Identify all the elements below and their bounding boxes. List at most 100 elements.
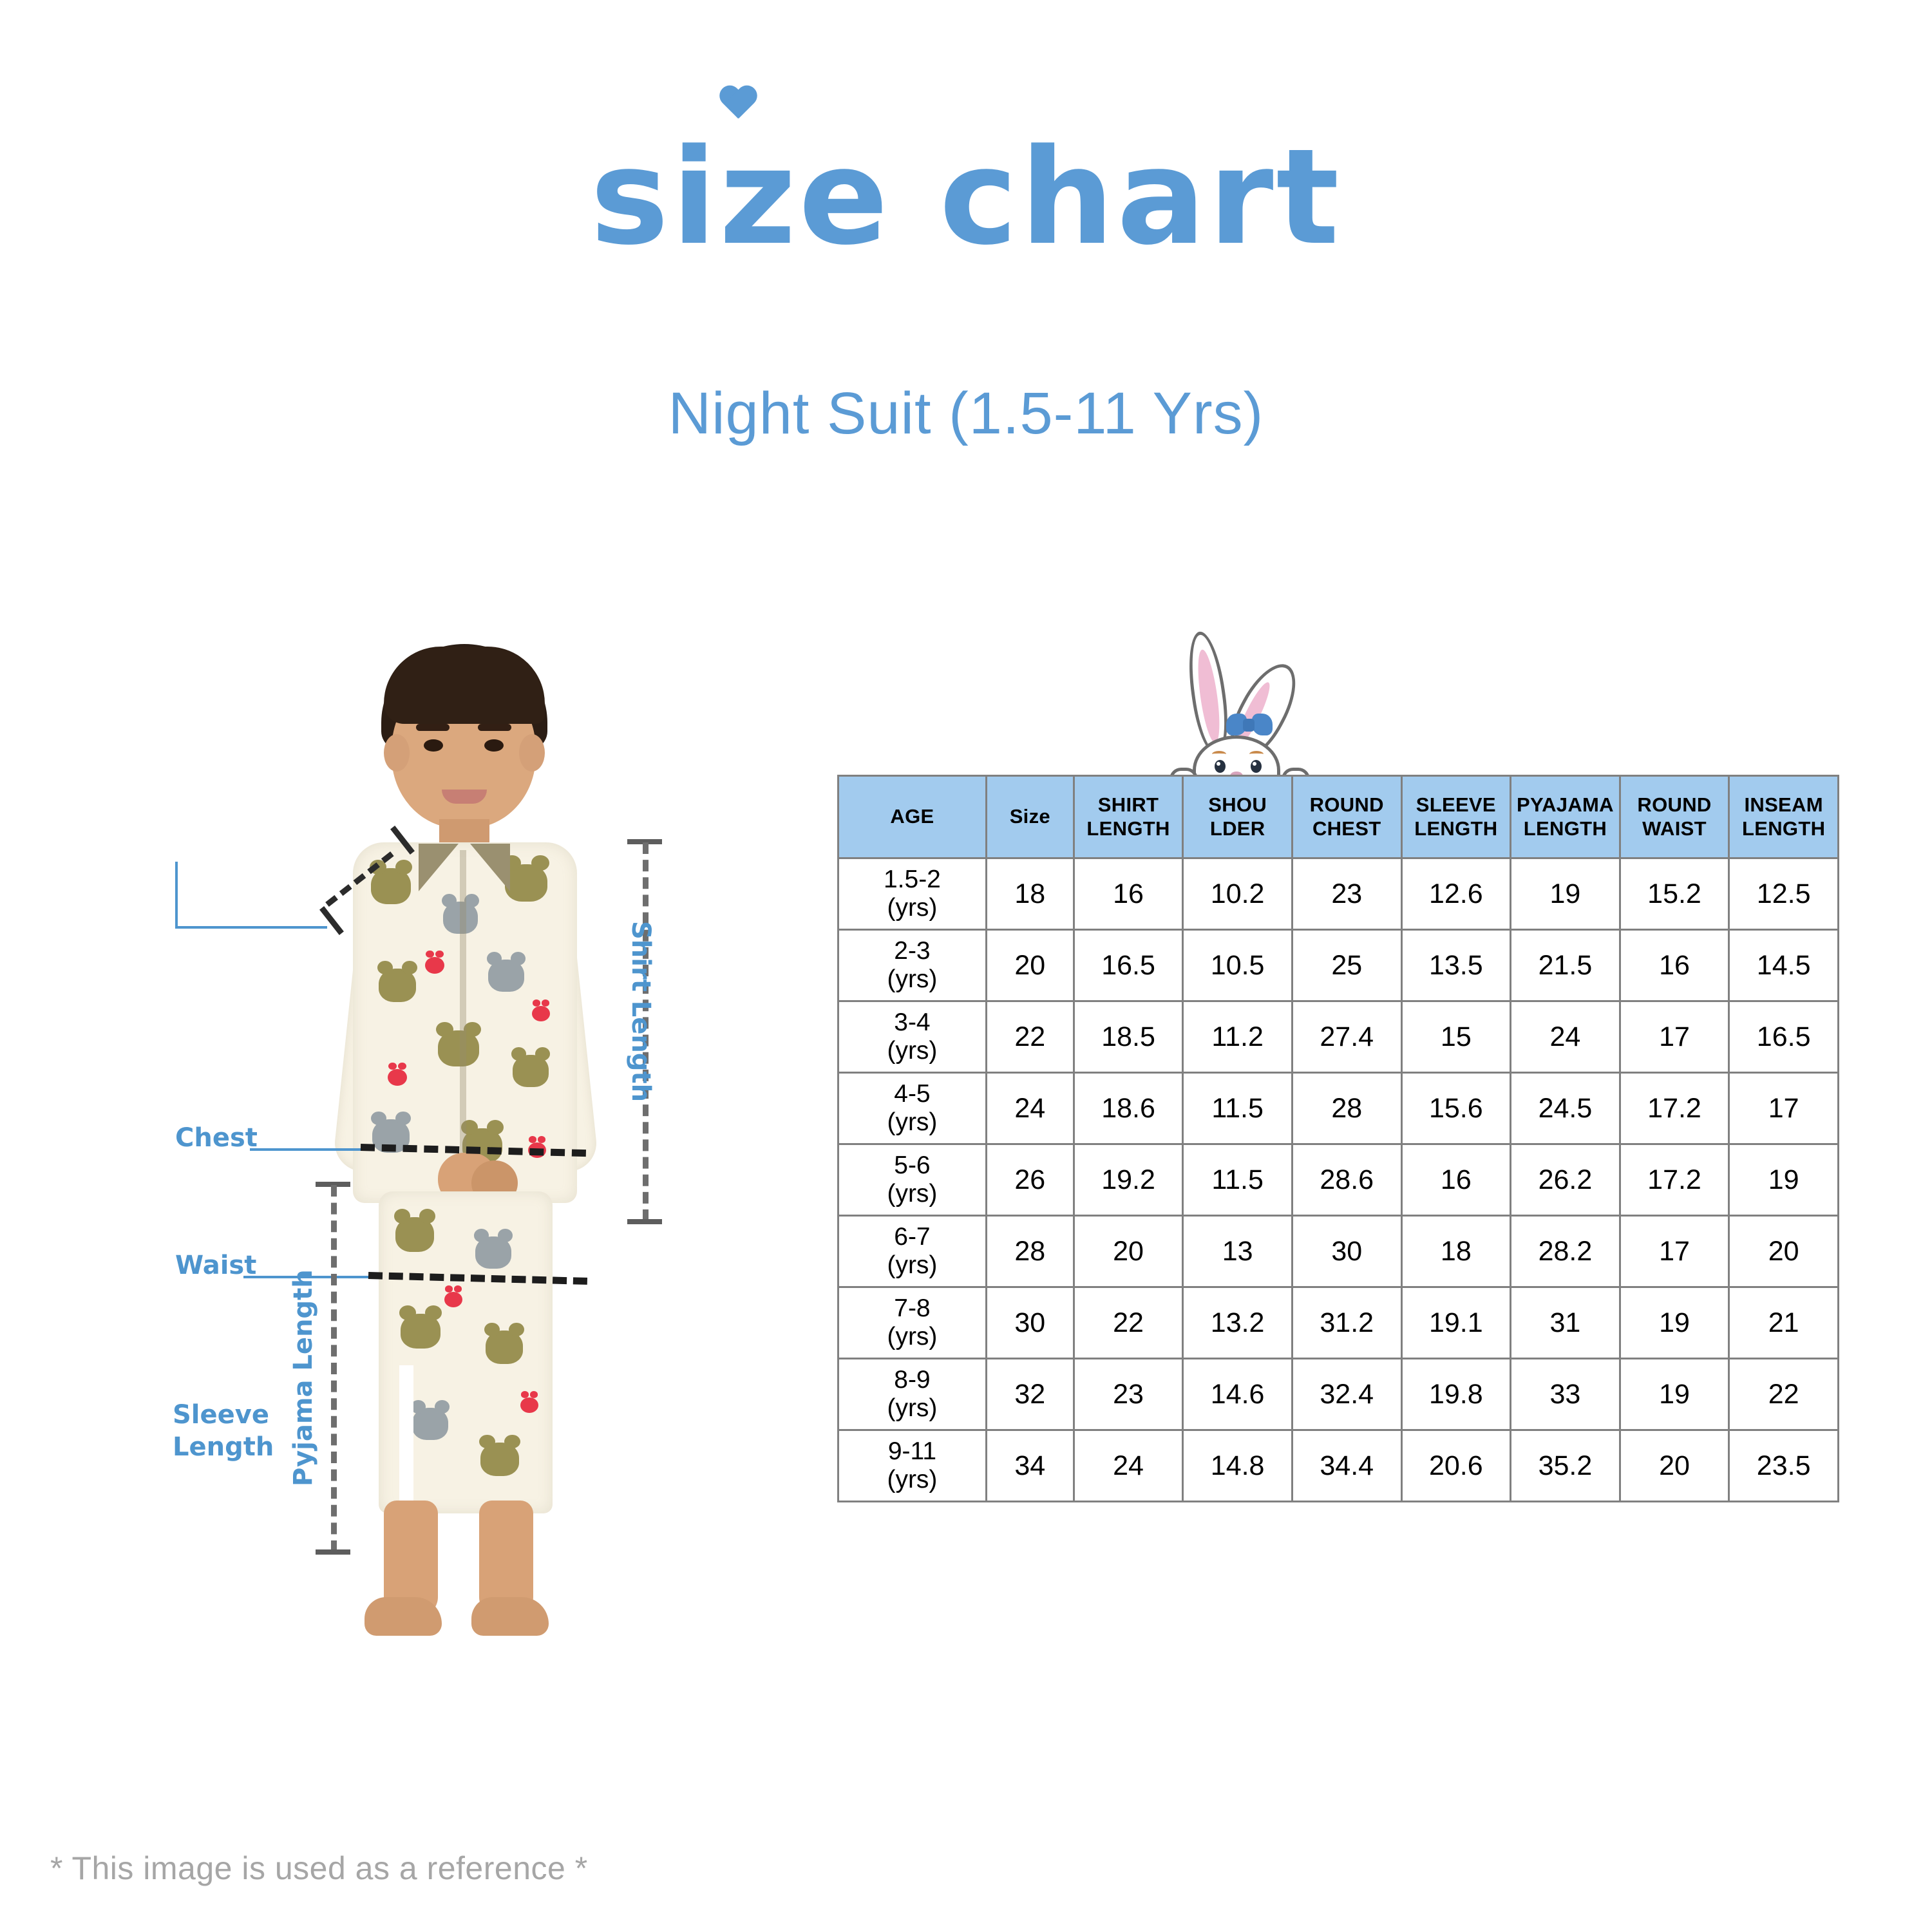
cell-waist: 16: [1618, 929, 1730, 1002]
label-shirt-length: Shirt Length: [626, 921, 656, 1103]
cell-waist: 19: [1618, 1358, 1730, 1431]
cell-size: 34: [985, 1429, 1075, 1502]
label-waist: Waist: [175, 1251, 257, 1280]
cell-sleeve: 15: [1400, 1000, 1512, 1074]
cell-shoul: 11.5: [1182, 1143, 1293, 1217]
cell-age: 3-4 (yrs): [837, 1000, 987, 1074]
cell-inseam: 17: [1728, 1072, 1839, 1145]
cell-size: 26: [985, 1143, 1075, 1217]
cell-shirt: 16.5: [1072, 929, 1184, 1002]
table-row: 7-8 (yrs) 30 22 13.2 31.2 19.1 31 19 21: [837, 1286, 1839, 1359]
cell-inseam: 22: [1728, 1358, 1839, 1431]
bunny-brow-right: [1249, 751, 1264, 757]
table-row: 4-5 (yrs) 24 18.6 11.5 28 15.6 24.5 17.2 …: [837, 1072, 1839, 1145]
cell-age: 2-3 (yrs): [837, 929, 987, 1002]
cell-shoul: 10.2: [1182, 857, 1293, 931]
label-pyjama-length: Pyjama Length: [289, 1269, 318, 1486]
cell-pyjama: 28.2: [1510, 1215, 1621, 1288]
ear-left: [384, 734, 410, 772]
cell-pyjama: 19: [1510, 857, 1621, 931]
mouth: [442, 790, 487, 804]
pyjama-length-dim-line: [331, 1185, 337, 1552]
cell-waist: 19: [1618, 1286, 1730, 1359]
eye-left: [424, 739, 443, 752]
cell-sleeve: 12.6: [1400, 857, 1512, 931]
cell-inseam: 16.5: [1728, 1000, 1839, 1074]
model-illustration: Sleeve Length: [0, 612, 676, 1674]
pyjama-length-cap-bottom: [316, 1549, 350, 1555]
bunny-brow-left: [1212, 751, 1226, 757]
cell-sleeve: 18: [1400, 1215, 1512, 1288]
shirt-length-cap-bottom: [627, 1219, 662, 1224]
label-sleeve-length-line1: Sleeve: [173, 1400, 269, 1430]
cell-sleeve: 13.5: [1400, 929, 1512, 1002]
cell-sleeve: 16: [1400, 1143, 1512, 1217]
cell-shirt: 23: [1072, 1358, 1184, 1431]
column-header-pyajama-length: PYAJAMA LENGTH: [1510, 775, 1621, 859]
cell-chest: 23: [1291, 857, 1403, 931]
pyjama-shirt: [353, 842, 577, 1203]
cell-pyjama: 21.5: [1510, 929, 1621, 1002]
cell-sleeve: 15.6: [1400, 1072, 1512, 1145]
cell-inseam: 20: [1728, 1215, 1839, 1288]
sleeve-leader-horizontal: [175, 926, 327, 929]
bunny-mascot-icon: [1170, 629, 1346, 805]
table-row: 6-7 (yrs) 28 20 13 30 18 28.2 17 20: [837, 1215, 1839, 1288]
cell-shoul: 11.2: [1182, 1000, 1293, 1074]
cell-chest: 28.6: [1291, 1143, 1403, 1217]
heart-icon: [718, 86, 758, 122]
cell-pyjama: 24.5: [1510, 1072, 1621, 1145]
column-header-inseam-length: INSEAM LENGTH: [1728, 775, 1839, 859]
cell-sleeve: 19.1: [1400, 1286, 1512, 1359]
cell-shoul: 14.6: [1182, 1358, 1293, 1431]
fringe: [384, 647, 545, 724]
foot-left: [365, 1597, 442, 1636]
cell-shirt: 20: [1072, 1215, 1184, 1288]
label-sleeve-length: Sleeve Length: [173, 1399, 308, 1463]
bunny-eye-right: [1251, 760, 1262, 773]
column-header-shoulder: SHOU LDER: [1182, 775, 1293, 859]
collar-left: [419, 844, 459, 891]
reference-disclaimer: * This image is used as a reference *: [50, 1850, 588, 1886]
pyjama-pants: [379, 1191, 553, 1513]
shirt-length-cap-top: [627, 839, 662, 844]
shirt-length-dim-line: [643, 842, 649, 1221]
bunny-eye-left: [1215, 760, 1226, 773]
cell-age: 4-5 (yrs): [837, 1072, 987, 1145]
cell-size: 30: [985, 1286, 1075, 1359]
table-row: 5-6 (yrs) 26 19.2 11.5 28.6 16 26.2 17.2 …: [837, 1143, 1839, 1217]
brow-left: [416, 724, 450, 731]
foot-right: [471, 1597, 549, 1636]
brow-right: [478, 724, 511, 731]
column-header-size: Size: [985, 775, 1075, 859]
cell-shirt: 18.6: [1072, 1072, 1184, 1145]
table-row: 1.5-2 (yrs) 18 16 10.2 23 12.6 19 15.2 12…: [837, 857, 1839, 931]
cell-sleeve: 20.6: [1400, 1429, 1512, 1502]
cell-shirt: 16: [1072, 857, 1184, 931]
title-block: size chart: [0, 128, 1932, 267]
cell-shirt: 24: [1072, 1429, 1184, 1502]
column-header-shirt-length: SHIRT LENGTH: [1072, 775, 1184, 859]
cell-size: 18: [985, 857, 1075, 931]
collar-right: [470, 844, 510, 891]
cell-inseam: 12.5: [1728, 857, 1839, 931]
size-chart-table: AGE Size SHIRT LENGTH SHOU LDER ROUND CHEST…: [837, 775, 1839, 1502]
sleeve-leader-vertical: [175, 862, 178, 929]
cell-chest: 31.2: [1291, 1286, 1403, 1359]
cell-shoul: 10.5: [1182, 929, 1293, 1002]
cell-age: 5-6 (yrs): [837, 1143, 987, 1217]
cell-chest: 28: [1291, 1072, 1403, 1145]
cell-pyjama: 33: [1510, 1358, 1621, 1431]
cell-age: 9-11 (yrs): [837, 1429, 987, 1502]
cell-sleeve: 19.8: [1400, 1358, 1512, 1431]
cell-waist: 17: [1618, 1000, 1730, 1074]
cell-chest: 27.4: [1291, 1000, 1403, 1074]
cell-age: 8-9 (yrs): [837, 1358, 987, 1431]
table-row: 2-3 (yrs) 20 16.5 10.5 25 13.5 21.5 16 14…: [837, 929, 1839, 1002]
cell-pyjama: 26.2: [1510, 1143, 1621, 1217]
cell-inseam: 14.5: [1728, 929, 1839, 1002]
child-model-photo: [322, 638, 631, 1636]
cell-inseam: 21: [1728, 1286, 1839, 1359]
cell-waist: 17.2: [1618, 1072, 1730, 1145]
